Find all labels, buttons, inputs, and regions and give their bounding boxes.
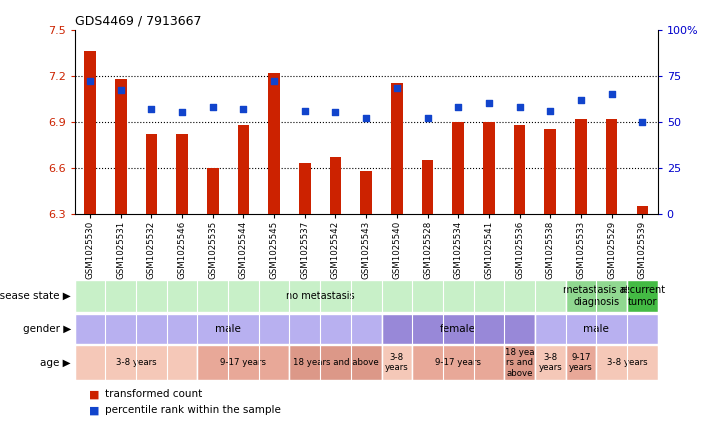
Bar <box>382 314 535 344</box>
Bar <box>198 346 289 380</box>
Point <box>391 85 402 92</box>
Point <box>636 118 648 125</box>
Point <box>575 96 587 103</box>
Point <box>452 104 464 110</box>
Bar <box>535 346 566 380</box>
Point <box>514 104 525 110</box>
Bar <box>115 79 127 214</box>
Bar <box>483 121 495 214</box>
Bar <box>566 280 627 312</box>
Point <box>237 105 249 112</box>
Bar <box>535 314 658 344</box>
Text: male: male <box>215 324 241 334</box>
Text: metastasis at
diagnosis: metastasis at diagnosis <box>563 285 629 307</box>
Bar <box>146 134 157 214</box>
Text: disease state ▶: disease state ▶ <box>0 291 71 301</box>
Text: ■: ■ <box>89 405 100 415</box>
Text: ■: ■ <box>89 389 100 399</box>
Bar <box>575 118 587 214</box>
Bar <box>176 134 188 214</box>
Bar <box>75 280 566 312</box>
Text: no metastasis: no metastasis <box>286 291 355 301</box>
Bar <box>237 125 250 214</box>
Bar <box>207 168 218 214</box>
Bar <box>504 346 535 380</box>
Bar <box>84 51 96 214</box>
Bar <box>636 206 648 214</box>
Text: 3-8 years: 3-8 years <box>606 358 647 367</box>
Bar <box>289 346 382 380</box>
Text: 3-8 years: 3-8 years <box>116 358 156 367</box>
Point <box>85 78 96 85</box>
Point <box>483 100 495 107</box>
Bar <box>422 160 434 214</box>
Point <box>422 115 433 121</box>
Text: transformed count: transformed count <box>105 389 202 399</box>
Text: 3-8
years: 3-8 years <box>538 353 562 372</box>
Point <box>606 91 617 97</box>
Point <box>330 109 341 116</box>
Point <box>146 105 157 112</box>
Text: age ▶: age ▶ <box>41 358 71 368</box>
Text: 9-17 years: 9-17 years <box>220 358 267 367</box>
Text: recurrent
tumor: recurrent tumor <box>620 285 665 307</box>
Bar <box>75 314 382 344</box>
Point <box>360 115 372 121</box>
Bar <box>627 280 658 312</box>
Point <box>176 109 188 116</box>
Text: male: male <box>583 324 609 334</box>
Bar <box>268 72 280 214</box>
Bar <box>606 118 617 214</box>
Text: percentile rank within the sample: percentile rank within the sample <box>105 405 280 415</box>
Bar <box>382 346 412 380</box>
Text: 18 yea
rs and
above: 18 yea rs and above <box>505 348 535 378</box>
Text: female: female <box>440 324 476 334</box>
Bar <box>75 346 198 380</box>
Text: 9-17 years: 9-17 years <box>435 358 481 367</box>
Bar <box>391 83 402 214</box>
Bar <box>330 157 341 214</box>
Text: GDS4469 / 7913667: GDS4469 / 7913667 <box>75 14 201 27</box>
Bar <box>597 346 658 380</box>
Text: 3-8
years: 3-8 years <box>385 353 409 372</box>
Point <box>299 107 311 114</box>
Text: gender ▶: gender ▶ <box>23 324 71 334</box>
Point <box>115 87 127 94</box>
Text: 9-17
years: 9-17 years <box>569 353 593 372</box>
Bar <box>545 129 556 214</box>
Text: 18 years and above: 18 years and above <box>293 358 378 367</box>
Bar <box>299 163 311 214</box>
Bar <box>360 170 372 214</box>
Bar <box>412 346 504 380</box>
Bar <box>514 125 525 214</box>
Point <box>545 107 556 114</box>
Bar <box>566 346 597 380</box>
Bar <box>452 121 464 214</box>
Point <box>269 78 280 85</box>
Point <box>207 104 218 110</box>
